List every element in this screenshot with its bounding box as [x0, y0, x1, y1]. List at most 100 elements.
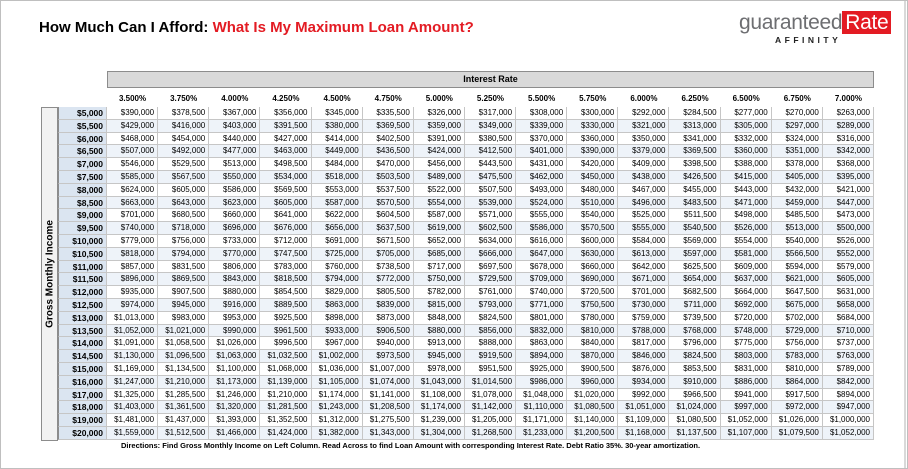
loan-amount: $709,000	[516, 273, 568, 287]
loan-amount: $1,048,000	[516, 388, 568, 402]
loan-amount: $305,000	[720, 119, 772, 133]
loan-amount: $1,080,500	[669, 414, 721, 427]
loan-amount: $697,500	[464, 260, 517, 274]
logo-sub: AFFINITY	[775, 35, 842, 45]
loan-amount: $986,000	[516, 375, 568, 389]
loan-amount: $1,210,000	[158, 375, 210, 389]
loan-amount: $1,268,500	[464, 427, 517, 440]
loan-amount: $864,000	[771, 375, 823, 389]
loan-amount: $1,424,000	[260, 427, 312, 440]
title-lead: How Much Can I Afford:	[39, 19, 209, 36]
loan-amount: $416,000	[158, 119, 210, 133]
loan-amount: $511,500	[669, 209, 721, 223]
loan-amount: $934,000	[618, 375, 670, 389]
loan-amount: $1,058,500	[158, 337, 210, 351]
loan-amount: $718,000	[158, 222, 210, 235]
loan-amount: $513,000	[771, 222, 823, 235]
loan-amount: $489,000	[413, 171, 465, 184]
loan-amount: $270,000	[771, 107, 823, 120]
loan-amount: $750,500	[567, 299, 619, 312]
loan-amount: $770,000	[209, 247, 261, 261]
loan-amount: $507,500	[464, 183, 517, 197]
loan-amount: $1,074,000	[362, 375, 414, 389]
loan-amount: $570,500	[362, 196, 414, 210]
loan-amount: $555,000	[516, 209, 568, 223]
income: $6,500	[58, 145, 107, 159]
income: $20,000	[58, 427, 107, 440]
loan-amount: $415,000	[720, 171, 772, 184]
loan-amount: $898,000	[311, 311, 363, 325]
loan-amount: $456,000	[413, 158, 465, 171]
loan-amount: $857,000	[107, 260, 159, 274]
loan-amount: $1,382,000	[311, 427, 363, 440]
loan-amount: $1,079,500	[771, 427, 823, 440]
loan-amount: $696,000	[209, 222, 261, 235]
loan-amount: $972,000	[771, 401, 823, 415]
income: $9,000	[58, 209, 107, 223]
loan-amount: $974,000	[107, 299, 159, 312]
loan-amount: $605,000	[158, 183, 210, 197]
rate-header: 6.750%	[783, 94, 811, 103]
income: $10,000	[58, 235, 107, 248]
loan-amount: $498,500	[260, 158, 312, 171]
edge-line	[904, 1, 906, 468]
loan-amount: $539,000	[464, 196, 517, 210]
loan-amount: $438,000	[618, 171, 670, 184]
rate-header: 5.000%	[425, 94, 453, 103]
loan-amount: $463,000	[260, 145, 312, 159]
loan-amount: $380,500	[464, 132, 517, 146]
loan-amount: $427,000	[260, 132, 312, 146]
loan-amount: $917,500	[771, 388, 823, 402]
loan-amount: $1,109,000	[618, 414, 670, 427]
loan-amount: $379,000	[618, 145, 670, 159]
loan-amount: $913,000	[413, 337, 465, 351]
loan-amount: $1,026,000	[771, 414, 823, 427]
loan-amount: $360,000	[567, 132, 619, 146]
loan-amount: $1,281,500	[260, 401, 312, 415]
loan-amount: $555,000	[618, 222, 670, 235]
loan-amount: $554,000	[720, 235, 772, 248]
loan-amount: $692,000	[720, 299, 772, 312]
loan-amount: $378,500	[158, 107, 210, 120]
loan-amount: $652,000	[413, 235, 465, 248]
loan-amount: $471,000	[720, 196, 772, 210]
loan-amount: $951,500	[464, 363, 517, 376]
loan-amount: $760,000	[311, 260, 363, 274]
loan-amount: $817,000	[618, 337, 670, 351]
loan-amount: $483,500	[669, 196, 721, 210]
loan-amount: $622,000	[311, 209, 363, 223]
loan-amount: $454,000	[158, 132, 210, 146]
loan-amount: $339,000	[516, 119, 568, 133]
loan-amount: $660,000	[209, 209, 261, 223]
loan-amount: $940,000	[362, 337, 414, 351]
loan-amount: $350,000	[618, 132, 670, 146]
loan-amount: $550,000	[209, 171, 261, 184]
income: $12,500	[58, 299, 107, 312]
loan-amount: $1,168,000	[618, 427, 670, 440]
loan-amount: $705,000	[362, 247, 414, 261]
loan-amount: $896,000	[107, 273, 159, 287]
loan-amount: $1,105,000	[311, 375, 363, 389]
logo-main: guaranteed	[739, 11, 843, 34]
loan-amount: $737,000	[822, 337, 874, 351]
loan-amount: $1,078,000	[464, 388, 517, 402]
loan-amount: $729,000	[771, 324, 823, 338]
loan-amount: $534,000	[260, 171, 312, 184]
income: $6,000	[58, 132, 107, 146]
loan-amount: $513,000	[209, 158, 261, 171]
loan-amount: $569,500	[260, 183, 312, 197]
loan-amount: $789,000	[822, 363, 874, 376]
loan-amount: $459,000	[771, 196, 823, 210]
loan-amount: $424,000	[413, 145, 465, 159]
loan-amount: $403,000	[209, 119, 261, 133]
loan-amount: $691,000	[311, 235, 363, 248]
loan-amount: $581,000	[720, 247, 772, 261]
loan-amount: $1,063,000	[209, 350, 261, 363]
loan-amount: $702,000	[771, 311, 823, 325]
loan-amount: $739,500	[669, 311, 721, 325]
loan-amount: $605,000	[822, 273, 874, 287]
loan-amount: $356,000	[260, 107, 312, 120]
loan-amount: $1,068,000	[260, 363, 312, 376]
loan-amount: $1,052,000	[107, 324, 159, 338]
loan-amount: $801,000	[516, 311, 568, 325]
